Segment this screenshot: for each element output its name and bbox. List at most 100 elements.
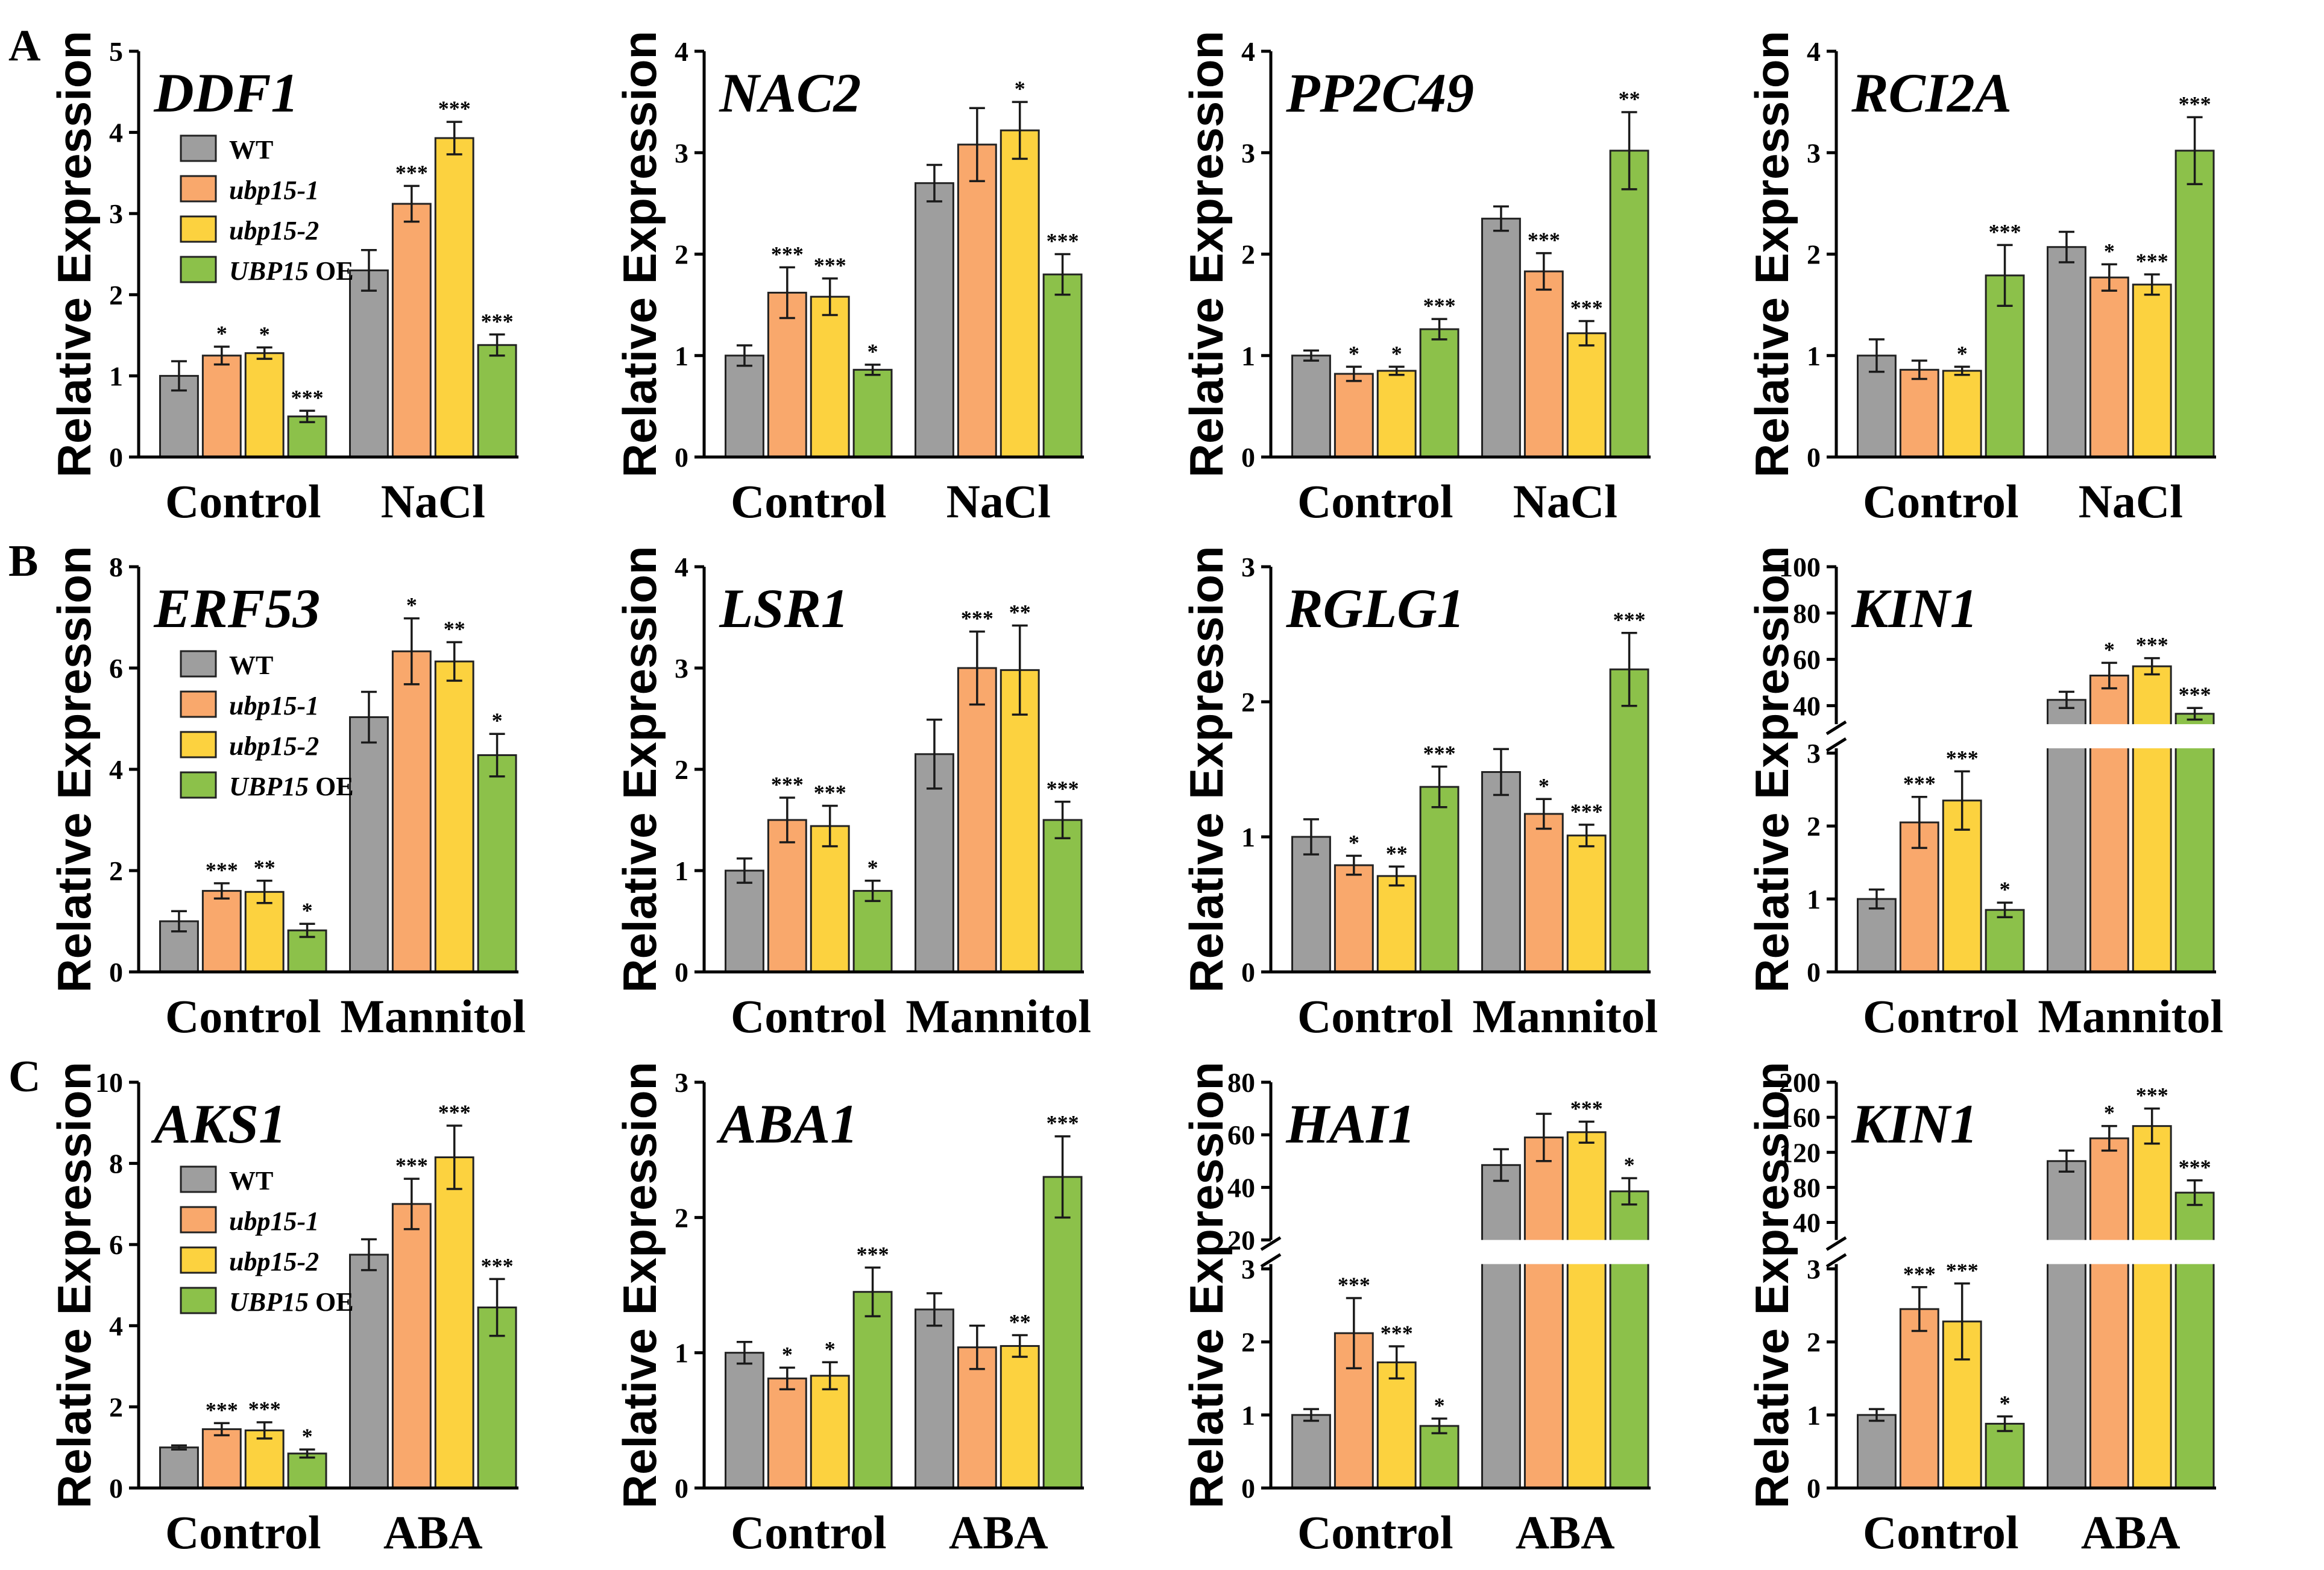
significance-label: * <box>825 1337 836 1361</box>
significance-label: * <box>1434 1393 1445 1417</box>
y-tick-label: 2 <box>109 280 123 311</box>
bar-ubp15-oe-aba <box>1042 1176 1083 1489</box>
bar-ubp15-2-nacl <box>2132 283 2172 458</box>
y-tick-label: 60 <box>1227 1120 1255 1150</box>
significance-label: *** <box>206 858 238 882</box>
y-tick-label: 3 <box>675 653 688 684</box>
legend-label-plain: OE <box>309 256 354 286</box>
bar-ubp15-oe-control <box>852 1291 893 1489</box>
y-tick-label: 3 <box>109 198 123 229</box>
bar-ubp15-2-control <box>244 352 285 458</box>
significance-label: * <box>302 1424 313 1448</box>
y-tick-label: 6 <box>109 1229 123 1260</box>
bar-ubp15-oe-aba <box>1609 1190 1649 1489</box>
significance-label: * <box>868 856 878 880</box>
bar-ubp15-2-mannitol <box>2132 665 2172 973</box>
y-tick-label: 2 <box>675 754 688 785</box>
significance-label: *** <box>481 1253 514 1278</box>
axis-break-mark <box>1260 1236 1282 1251</box>
bar-ubp15-oe-mannitol <box>2174 713 2215 973</box>
bar-ubp15-2-control <box>244 891 285 973</box>
y-axis-label: Relative Expression <box>613 1062 666 1509</box>
y-tick-label: 1 <box>1241 341 1255 371</box>
significance-label: * <box>406 593 417 617</box>
bar-ubp15-1-mannitol <box>391 650 432 973</box>
bar-ubp15-2-control <box>1376 370 1417 458</box>
significance-label: *** <box>961 607 994 631</box>
bar-ubp15-oe-control <box>852 368 893 458</box>
x-category-label: Control <box>1863 475 2019 528</box>
x-category-label: ABA <box>2081 1506 2181 1559</box>
chart-title: NAC2 <box>719 62 861 124</box>
x-category-label: NaCl <box>1513 475 1617 528</box>
bar-ubp15-oe-nacl <box>1609 150 1649 458</box>
y-tick-label: 1 <box>1241 822 1255 853</box>
y-axis-label: Relative Expression <box>1180 1062 1233 1509</box>
bar-wt-nacl <box>915 182 954 458</box>
chart-title: KIN1 <box>1851 578 1978 639</box>
significance-label: *** <box>1989 219 2021 244</box>
significance-label: * <box>492 708 503 733</box>
y-tick-label: 1 <box>1807 1400 1821 1431</box>
bar-ubp15-2-aba <box>1566 1131 1607 1489</box>
y-tick-label: 20 <box>1227 1225 1255 1256</box>
x-category-label: NaCl <box>2079 475 2183 528</box>
bar-ubp15-1-control <box>1899 1308 1939 1489</box>
bar-wt-nacl <box>349 269 389 458</box>
significance-label: *** <box>291 385 324 409</box>
bar-ubp15-oe-nacl <box>1042 273 1083 458</box>
y-tick-label: 2 <box>1241 1327 1255 1358</box>
significance-label: *** <box>206 1398 238 1422</box>
y-axis-label: Relative Expression <box>1745 1062 1798 1509</box>
y-tick-label: 1 <box>675 1338 688 1369</box>
bar-wt-control <box>725 869 764 973</box>
y-tick-label: 40 <box>1227 1172 1255 1203</box>
y-tick-label: 0 <box>675 1473 688 1504</box>
bar-ubp15-1-control <box>201 355 242 458</box>
bar-wt-aba <box>2047 1160 2086 1489</box>
legend-label: ubp15-1 <box>229 1206 319 1236</box>
y-axis-label: Relative Expression <box>1745 31 1798 478</box>
bar-ubp15-1-control <box>1334 373 1374 458</box>
y-tick-label: 2 <box>675 239 688 270</box>
bar-ubp15-2-aba <box>2132 1125 2172 1489</box>
y-tick-label: 10 <box>95 1067 123 1098</box>
y-tick-label: 200 <box>1779 1067 1821 1098</box>
bar-ubp15-2-mannitol <box>434 660 474 973</box>
axis-break-gap <box>1818 724 2216 749</box>
significance-label: ** <box>254 856 276 880</box>
bar-ubp15-1-nacl <box>1523 270 1564 458</box>
y-tick-label: 3 <box>1241 552 1255 582</box>
significance-label: *** <box>2179 683 2211 707</box>
legend-label-italic: ubp15-2 <box>229 1247 319 1276</box>
y-tick-label: 8 <box>109 552 123 582</box>
significance-label: * <box>2104 239 2115 263</box>
bar-ubp15-1-aba <box>391 1203 432 1489</box>
y-tick-label: 1 <box>109 361 123 391</box>
y-axis-label: Relative Expression <box>1180 546 1233 992</box>
x-category-label: Control <box>1297 990 1453 1042</box>
x-category-label: Control <box>731 475 887 528</box>
legend-swatch <box>180 1206 217 1234</box>
x-category-label: Mannitol <box>340 990 526 1042</box>
x-category-label: NaCl <box>946 475 1051 528</box>
legend-label-italic: ubp15-1 <box>229 691 319 720</box>
bar-wt-aba <box>1481 1164 1521 1489</box>
y-tick-label: 2 <box>1807 239 1821 270</box>
bar-ubp15-1-control <box>1899 368 1939 458</box>
legend-label: ubp15-2 <box>229 731 319 761</box>
legend-label: WT <box>229 651 273 680</box>
legend-label: ubp15-1 <box>229 691 319 720</box>
y-axis-label: Relative Expression <box>1745 546 1798 992</box>
y-tick-label: 3 <box>1807 137 1821 168</box>
legend-label-plain: WT <box>229 651 273 680</box>
x-category-label: Control <box>165 1506 321 1559</box>
y-tick-label: 3 <box>675 1067 688 1098</box>
axis-break-gap <box>1818 1240 2216 1264</box>
legend-swatch <box>180 1165 217 1193</box>
significance-label: ** <box>1009 1310 1031 1334</box>
chart-title: PP2C49 <box>1285 62 1474 124</box>
x-category-label: Mannitol <box>905 990 1091 1042</box>
